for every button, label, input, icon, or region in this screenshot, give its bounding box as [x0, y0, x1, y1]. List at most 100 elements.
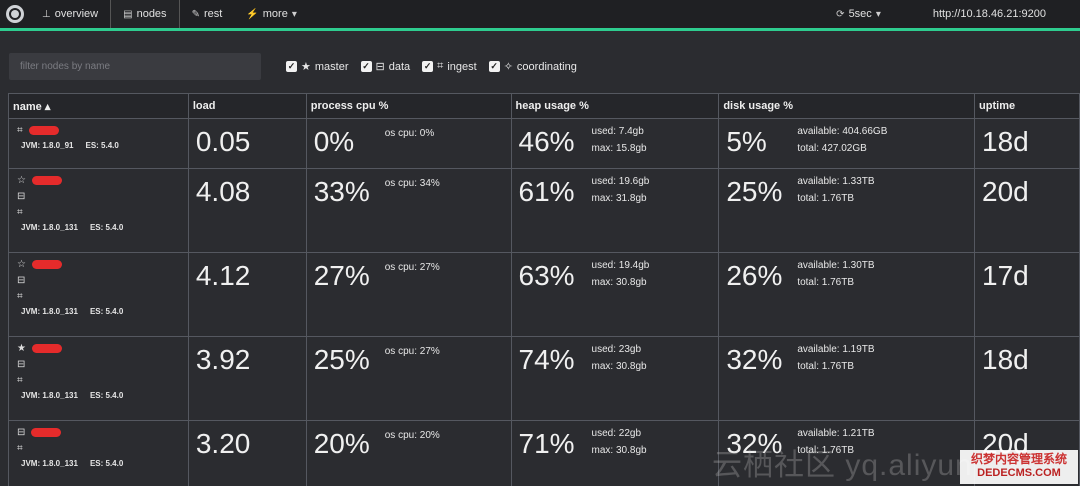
ingest-checkbox[interactable]: ✓ [422, 61, 434, 72]
load-cell: 4.08 [187, 168, 307, 253]
col-disk[interactable]: disk usage % [718, 93, 976, 119]
es-version: ES: 5.4.0 [89, 223, 124, 232]
node-name-cell[interactable]: ☆ ⊟ ⌗ JVM: 1.8.0_131 ES: 5.4.0 [8, 168, 189, 253]
nav-overview[interactable]: ⊥ overview [30, 0, 110, 28]
disk-cell: 32% available: 1.21TB total: 1.76TB [718, 420, 976, 486]
hdd-icon: ⊟ [17, 426, 26, 438]
magic-icon: ⚡ [246, 8, 259, 20]
uptime-cell: 20d [974, 168, 1080, 253]
role-master-label: master [314, 60, 349, 73]
redacted-node-name [31, 427, 62, 437]
crosshair-icon: ✧ [503, 61, 513, 73]
dedecms-badge: 织梦内容管理系统 DEDECMS.COM [960, 450, 1078, 484]
col-cpu[interactable]: process cpu % [305, 93, 512, 119]
col-load[interactable]: load [187, 93, 307, 119]
disk-cell: 26% available: 1.30TB total: 1.76TB [718, 252, 976, 337]
node-name-cell[interactable]: ⌗ JVM: 1.8.0_91 ES: 5.4.0 [8, 118, 189, 169]
crop-icon: ⌗ [17, 442, 23, 454]
redacted-node-name [28, 125, 59, 135]
star-outline-icon: ☆ [17, 258, 26, 270]
es-version: ES: 5.4.0 [89, 391, 124, 400]
cerebro-logo[interactable] [0, 0, 30, 29]
col-name[interactable]: name ▴ [8, 93, 189, 119]
role-ingest[interactable]: ✓ ⌗ ingest [422, 60, 477, 73]
cpu-cell: 20% os cpu: 20% [305, 420, 512, 486]
uptime-cell: 18d [974, 118, 1080, 169]
cluster-url[interactable]: http://10.18.46.21:9200 [932, 8, 1046, 20]
nav-more[interactable]: ⚡ more ▾ [234, 0, 309, 28]
heap-cell: 61% used: 19.6gb max: 31.8gb [510, 168, 720, 253]
nav-overview-label: overview [54, 8, 99, 20]
crop-icon: ⌗ [17, 374, 23, 386]
load-cell: 0.05 [187, 118, 307, 169]
role-data[interactable]: ✓ ⊟ data [360, 60, 411, 73]
hdd-icon: ⊟ [17, 274, 26, 286]
disk-cell: 5% available: 404.66GB total: 427.02GB [718, 118, 976, 169]
star-icon: ★ [17, 342, 26, 354]
es-version: ES: 5.4.0 [85, 141, 119, 150]
es-version: ES: 5.4.0 [89, 459, 124, 468]
role-master[interactable]: ✓ ★ master [286, 60, 349, 73]
watermark: 云栖社区 yq.aliyun [712, 449, 973, 482]
heap-cell: 63% used: 19.4gb max: 30.8gb [510, 252, 720, 337]
node-name-cell[interactable]: ★ ⊟ ⌗ JVM: 1.8.0_131 ES: 5.4.0 [8, 336, 189, 421]
crop-icon: ⌗ [17, 206, 23, 218]
role-filters: ✓ ★ master ✓ ⊟ data ✓ ⌗ ingest ✓ ✧ coord… [286, 60, 577, 73]
cpu-cell: 33% os cpu: 34% [305, 168, 512, 253]
table-row: ⌗ JVM: 1.8.0_91 ES: 5.4.0 0.05 0% os cpu: … [8, 118, 1080, 169]
col-heap[interactable]: heap usage % [510, 93, 720, 119]
node-name-cell[interactable]: ☆ ⊟ ⌗ JVM: 1.8.0_131 ES: 5.4.0 [8, 252, 189, 337]
master-checkbox[interactable]: ✓ [286, 61, 297, 72]
heap-cell: 74% used: 23gb max: 30.8gb [510, 336, 720, 421]
jvm-version: JVM: 1.8.0_131 [21, 223, 78, 232]
table-row: ☆ ⊟ ⌗ JVM: 1.8.0_131 ES: 5.4.0 4.08 33% os… [8, 168, 1080, 253]
table-row: ☆ ⊟ ⌗ JVM: 1.8.0_131 ES: 5.4.0 4.12 27% os… [8, 252, 1080, 337]
jvm-version: JVM: 1.8.0_131 [21, 459, 78, 468]
refresh-interval[interactable]: ⟳ 5sec ▾ [824, 0, 893, 28]
cpu-cell: 27% os cpu: 27% [305, 252, 512, 337]
table-row: ⊟ ⌗ JVM: 1.8.0_131 ES: 5.4.0 3.20 20% os c… [8, 420, 1080, 486]
star-outline-icon: ☆ [17, 174, 26, 186]
col-uptime[interactable]: uptime [974, 93, 1080, 119]
cpu-cell: 25% os cpu: 27% [305, 336, 512, 421]
node-filter-input[interactable] [9, 53, 261, 80]
nav-more-label: more [262, 8, 288, 20]
badge-title: 织梦内容管理系统 [970, 452, 1067, 466]
redacted-node-name [31, 175, 62, 185]
jvm-version: JVM: 1.8.0_131 [21, 307, 78, 316]
edit-icon: ✎ [191, 8, 200, 20]
sitemap-icon: ⊥ [42, 8, 51, 20]
caret-down-icon: ▾ [875, 8, 881, 20]
server-icon: ▤ [123, 8, 133, 20]
top-nav: ⊥ overview ▤ nodes ✎ rest ⚡ more ▾ ⟳ 5se… [0, 0, 1080, 31]
hdd-icon: ⊟ [17, 190, 26, 202]
refresh-label: 5sec [848, 8, 872, 20]
heap-cell: 71% used: 22gb max: 30.8gb [510, 420, 720, 486]
redacted-node-name [31, 343, 62, 353]
es-version: ES: 5.4.0 [89, 307, 124, 316]
data-checkbox[interactable]: ✓ [360, 61, 372, 72]
role-data-label: data [388, 60, 411, 73]
node-name-cell[interactable]: ⊟ ⌗ JVM: 1.8.0_131 ES: 5.4.0 [8, 420, 189, 486]
table-header-row: name ▴ load process cpu % heap usage % d… [8, 93, 1080, 119]
role-coordinating[interactable]: ✓ ✧ coordinating [488, 60, 577, 73]
caret-down-icon: ▾ [291, 8, 297, 20]
heap-cell: 46% used: 7.4gb max: 15.8gb [510, 118, 720, 169]
nav-nodes-label: nodes [136, 8, 167, 20]
hdd-icon: ⊟ [17, 358, 26, 370]
crop-icon: ⌗ [437, 60, 444, 72]
refresh-icon: ⟳ [836, 8, 845, 20]
jvm-version: JVM: 1.8.0_131 [21, 391, 78, 400]
role-ingest-label: ingest [447, 60, 477, 73]
disk-cell: 32% available: 1.19TB total: 1.76TB [718, 336, 976, 421]
badge-subtitle: DEDECMS.COM [977, 467, 1061, 479]
nav-nodes[interactable]: ▤ nodes [110, 0, 180, 28]
coordinating-checkbox[interactable]: ✓ [488, 61, 500, 72]
nav-rest[interactable]: ✎ rest [180, 0, 235, 28]
nav-rest-label: rest [203, 8, 223, 20]
disk-cell: 25% available: 1.33TB total: 1.76TB [718, 168, 976, 253]
table-row: ★ ⊟ ⌗ JVM: 1.8.0_131 ES: 5.4.0 3.92 25% os… [8, 336, 1080, 421]
uptime-cell: 17d [974, 252, 1080, 337]
uptime-cell: 18d [974, 336, 1080, 421]
load-cell: 3.20 [187, 420, 307, 486]
